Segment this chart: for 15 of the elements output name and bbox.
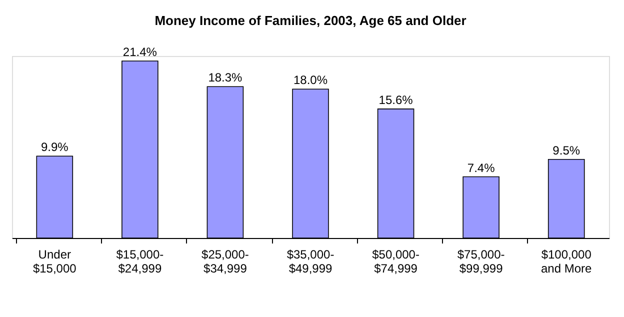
data-label: 18.0% bbox=[293, 73, 328, 88]
x-tick-label: $75,000- $99,999 bbox=[457, 248, 505, 276]
x-tick-label: $35,000- $49,999 bbox=[286, 248, 334, 276]
x-tick-label: $100,000 and More bbox=[541, 248, 592, 276]
data-label: 18.3% bbox=[208, 70, 243, 85]
x-tick-label: $50,000- $74,999 bbox=[372, 248, 420, 276]
data-label: 9.9% bbox=[40, 140, 69, 154]
x-tick-label: Under $15,000 bbox=[32, 248, 77, 276]
data-label: 15.6% bbox=[378, 92, 414, 107]
x-tick-label: $25,000- $34,999 bbox=[202, 248, 249, 276]
data-label: 9.5% bbox=[552, 143, 580, 158]
chart-title: Money Income of Families, 2003, Age 65 and Older bbox=[154, 12, 466, 28]
data-label: 7.4% bbox=[467, 160, 496, 175]
data-label: 21.4% bbox=[122, 44, 158, 59]
x-tick-label: $15,000- $24,999 bbox=[116, 248, 164, 276]
